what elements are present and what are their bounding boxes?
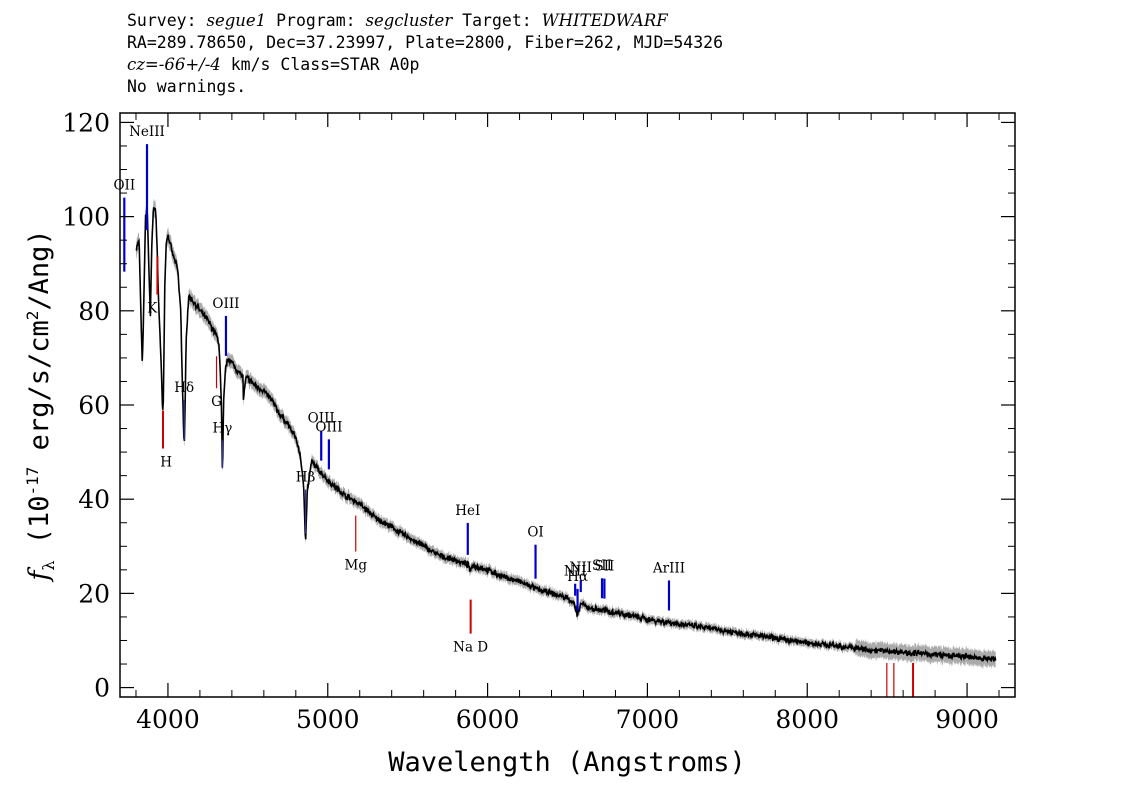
y-tick-label: 120 <box>62 108 110 137</box>
x-tick-label: 4000 <box>136 705 200 734</box>
emission-line-label: NII <box>564 564 586 580</box>
x-tick-label: 5000 <box>296 705 360 734</box>
absorption-line-label: H <box>160 455 172 471</box>
absorption-line-label: K <box>147 301 158 317</box>
emission-line-label: HeI <box>455 503 480 519</box>
program-label: Program: <box>266 11 366 30</box>
y-tick-label: 20 <box>78 579 110 608</box>
x-tick-label: 8000 <box>775 705 839 734</box>
y-axis-title: fλ (10-17 erg/s/cm2/Ang) <box>23 229 58 582</box>
absorption-line-label: Na D <box>453 640 488 656</box>
y-tick-label: 100 <box>62 203 110 232</box>
absorption-line-label: G <box>211 394 222 410</box>
emission-line-label: OIII <box>212 296 239 312</box>
y-tick-label: 0 <box>94 674 110 703</box>
header-line-1: Survey: segue1 Program: segcluster Targe… <box>127 10 723 32</box>
emission-line-label: OI <box>527 525 543 541</box>
emission-line-label: OII <box>113 178 135 194</box>
spectrum-line <box>135 206 997 664</box>
spectrum-header: Survey: segue1 Program: segcluster Targe… <box>127 10 723 98</box>
emission-line-label: Hα <box>567 569 588 585</box>
redshift-value: cz=-66+/-4 <box>127 55 221 74</box>
program-value: segcluster <box>365 11 453 30</box>
emission-line-label: Hβ <box>296 470 316 486</box>
emission-line-label: OIII <box>308 411 335 427</box>
emission-line-label: Hγ <box>213 420 233 436</box>
emission-line-label: SII <box>592 558 612 574</box>
emission-line-label: OIII <box>315 419 342 435</box>
class-value: km/s Class=STAR A0p <box>220 55 420 74</box>
plot-frame <box>119 112 1016 698</box>
target-label: Target: <box>452 11 542 30</box>
y-tick-label: 40 <box>78 485 110 514</box>
y-tick-label: 80 <box>78 297 110 326</box>
absorption-line-label: Mg <box>345 558 368 574</box>
emission-line-label: Hδ <box>174 380 194 396</box>
y-tick-label: 60 <box>78 391 110 420</box>
target-value: WHITEDWARF <box>541 11 668 30</box>
emission-line-label: NII <box>570 560 592 576</box>
survey-label: Survey: <box>127 11 207 30</box>
header-line-3: cz=-66+/-4 km/s Class=STAR A0p <box>127 54 723 76</box>
x-tick-label: 9000 <box>935 705 999 734</box>
emission-line-label: NeIII <box>129 124 165 140</box>
emission-line-label: SII <box>594 559 614 575</box>
survey-value: segue1 <box>206 11 267 30</box>
svg-text:fλ (10-17 erg/s/cm2/Ang): fλ (10-17 erg/s/cm2/Ang) <box>23 229 58 582</box>
header-line-2: RA=289.78650, Dec=37.23997, Plate=2800, … <box>127 33 724 52</box>
header-line-4: No warnings. <box>127 77 247 96</box>
axis-ticks: 4000 5000 6000 7000 8000 9000 0 20 40 60 80 100 120 <box>62 108 1015 734</box>
x-tick-label: 6000 <box>456 705 520 734</box>
emission-line-label: ArIII <box>652 560 685 576</box>
x-tick-label: 7000 <box>616 705 680 734</box>
x-axis-title: Wavelength (Angstroms) <box>388 747 746 778</box>
